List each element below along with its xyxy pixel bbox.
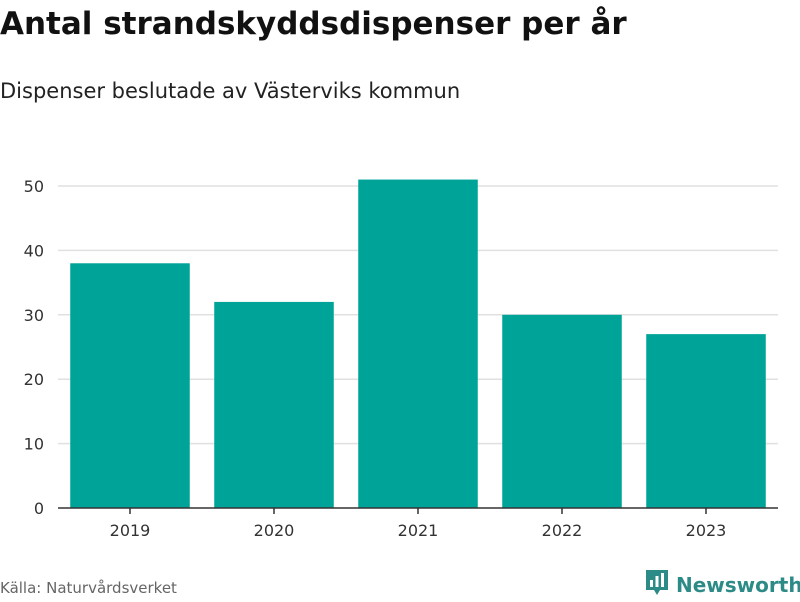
y-tick-label: 40 — [24, 241, 44, 260]
x-tick-label: 2023 — [686, 521, 727, 540]
bar-chart-logo-icon — [644, 568, 670, 602]
chart-subtitle: Dispenser beslutade av Västerviks kommun — [0, 79, 461, 103]
source-note: Källa: Naturvårdsverket — [0, 579, 177, 597]
brand-name: Newsworthy — [676, 573, 800, 597]
x-tick-label: 2021 — [398, 521, 439, 540]
chart-title: Antal strandskyddsdispenser per år — [0, 6, 627, 42]
x-tick-label: 2020 — [254, 521, 295, 540]
y-tick-label: 20 — [24, 370, 44, 389]
y-tick-label: 10 — [24, 435, 44, 454]
bar-2023[interactable] — [646, 334, 766, 508]
y-tick-label: 50 — [24, 177, 44, 196]
bar-2019[interactable] — [70, 263, 190, 508]
x-tick-labels: 2019 2020 2021 2022 2023 — [110, 508, 727, 540]
x-tick-label: 2022 — [542, 521, 583, 540]
y-tick-label: 30 — [24, 306, 44, 325]
bars — [70, 179, 766, 508]
brand-logo[interactable]: Newsworthy — [644, 568, 800, 602]
y-tick-label: 0 — [34, 499, 44, 518]
bar-2021[interactable] — [358, 179, 478, 508]
bar-2020[interactable] — [214, 301, 334, 508]
x-tick-label: 2019 — [110, 521, 151, 540]
bar-chart: 0 10 20 30 40 50 2019 2020 2021 2022 2023 — [24, 177, 778, 540]
bar-2022[interactable] — [502, 314, 622, 508]
y-tick-labels: 0 10 20 30 40 50 — [24, 177, 44, 518]
